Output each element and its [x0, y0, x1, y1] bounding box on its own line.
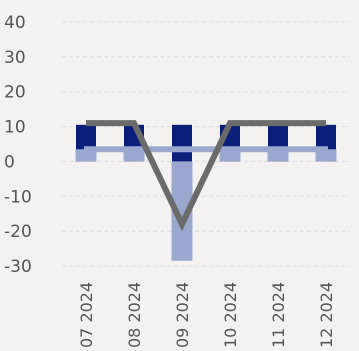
x-tick-label: 12 2024 — [317, 282, 336, 348]
x-tick-label: 07 2024 — [77, 282, 96, 348]
line-series — [85, 120, 327, 232]
y-tick-label: 30 — [4, 48, 26, 68]
bar-light — [123, 149, 145, 162]
x-tick-label: 09 2024 — [173, 282, 192, 348]
y-tick-label: 10 — [4, 118, 26, 138]
bar-light — [75, 149, 97, 162]
x-axis-ticks: 07 2024 08 2024 09 2024 10 2024 11 2024 12 20… — [77, 282, 336, 348]
y-tick-label: 20 — [4, 83, 26, 103]
y-axis-ticks: 40 30 20 10 0 -10 -20 -30 — [4, 13, 32, 277]
y-tick-label: 40 — [4, 13, 26, 33]
x-tick-label: 08 2024 — [125, 282, 144, 348]
x-tick-label: 10 2024 — [221, 282, 240, 348]
bar-dark — [172, 124, 192, 162]
y-tick-label: -10 — [4, 187, 32, 207]
bar-light — [267, 149, 289, 162]
y-tick-label: -30 — [4, 257, 32, 277]
series-line — [86, 120, 326, 232]
y-tick-label: 0 — [4, 152, 15, 172]
bar-light — [219, 149, 241, 162]
x-tick-label: 11 2024 — [269, 282, 288, 348]
bar-light — [171, 161, 193, 261]
bar-light — [315, 149, 337, 162]
y-tick-label: -20 — [4, 222, 32, 242]
grid — [62, 21, 350, 267]
bars — [75, 124, 337, 261]
